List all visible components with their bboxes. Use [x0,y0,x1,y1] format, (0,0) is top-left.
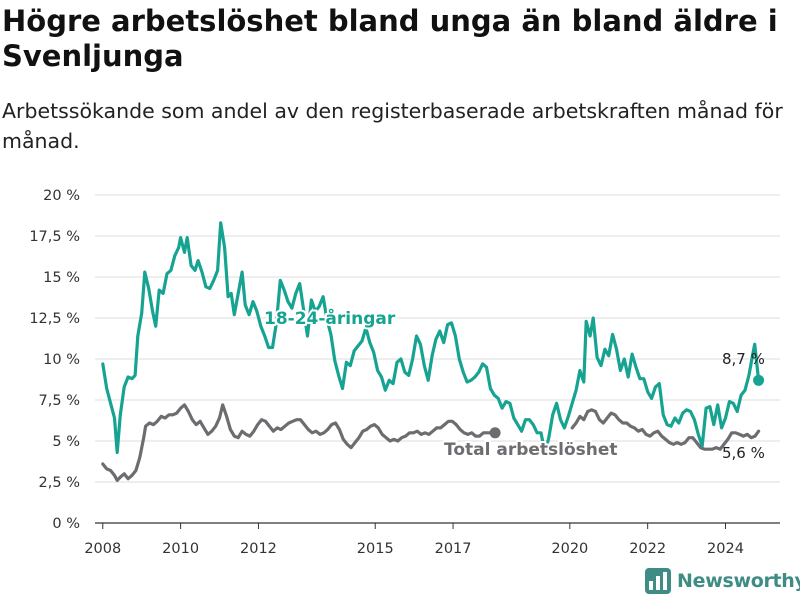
x-tick-label: 2015 [357,541,394,557]
x-tick-label: 2022 [629,541,666,557]
series-line-total [570,408,761,451]
x-tick-label: 2017 [435,541,472,557]
end-marker-total [489,427,501,439]
y-tick-label: 7,5 % [39,393,80,409]
chart-title: Högre arbetslöshet bland unga än bland ä… [2,4,778,73]
y-tick-label: 0 % [52,516,80,532]
brand-name: Newsworthy [677,570,800,592]
y-axis-ticks: 0 % 2,5 % 5 % 7,5 % 10 % 12,5 % 15 % 17,5 % 20 % [29,188,80,532]
y-tick-label: 10 % [43,352,80,368]
chart-subtitle: Arbetssökande som andel av den registerb… [2,99,783,153]
end-marker-youth [753,374,765,386]
y-tick-label: 5 % [52,434,80,450]
series-line-total [101,403,497,482]
series-label-total: Total arbetslöshet [444,440,618,460]
grid [95,194,780,524]
series-lines [101,221,765,482]
y-tick-label: 17,5 % [29,229,80,245]
y-tick-label: 12,5 % [29,311,80,327]
end-value-youth: 8,7 % [722,350,765,368]
series-line-youth [101,221,761,455]
newsworthy-bar-chart-icon [645,568,671,594]
x-tick-label: 2012 [240,541,277,557]
y-tick-label: 15 % [43,270,80,286]
end-value-total: 5,6 % [722,444,765,462]
series-labels: 18-24-åringar Total arbetslöshet 8,7 % 5… [262,305,765,462]
x-tick-label: 2008 [84,541,121,557]
x-tick-label: 2020 [551,541,588,557]
x-tick-label: 2024 [707,541,744,557]
newsworthy-logo: Newsworthy [645,568,800,594]
y-tick-label: 2,5 % [39,475,80,491]
x-axis: 2008 2010 2012 2015 2017 2020 2022 2024 [84,523,744,557]
y-tick-label: 20 % [43,188,80,204]
x-tick-label: 2010 [162,541,199,557]
series-label-youth: 18-24-åringar [264,307,396,329]
